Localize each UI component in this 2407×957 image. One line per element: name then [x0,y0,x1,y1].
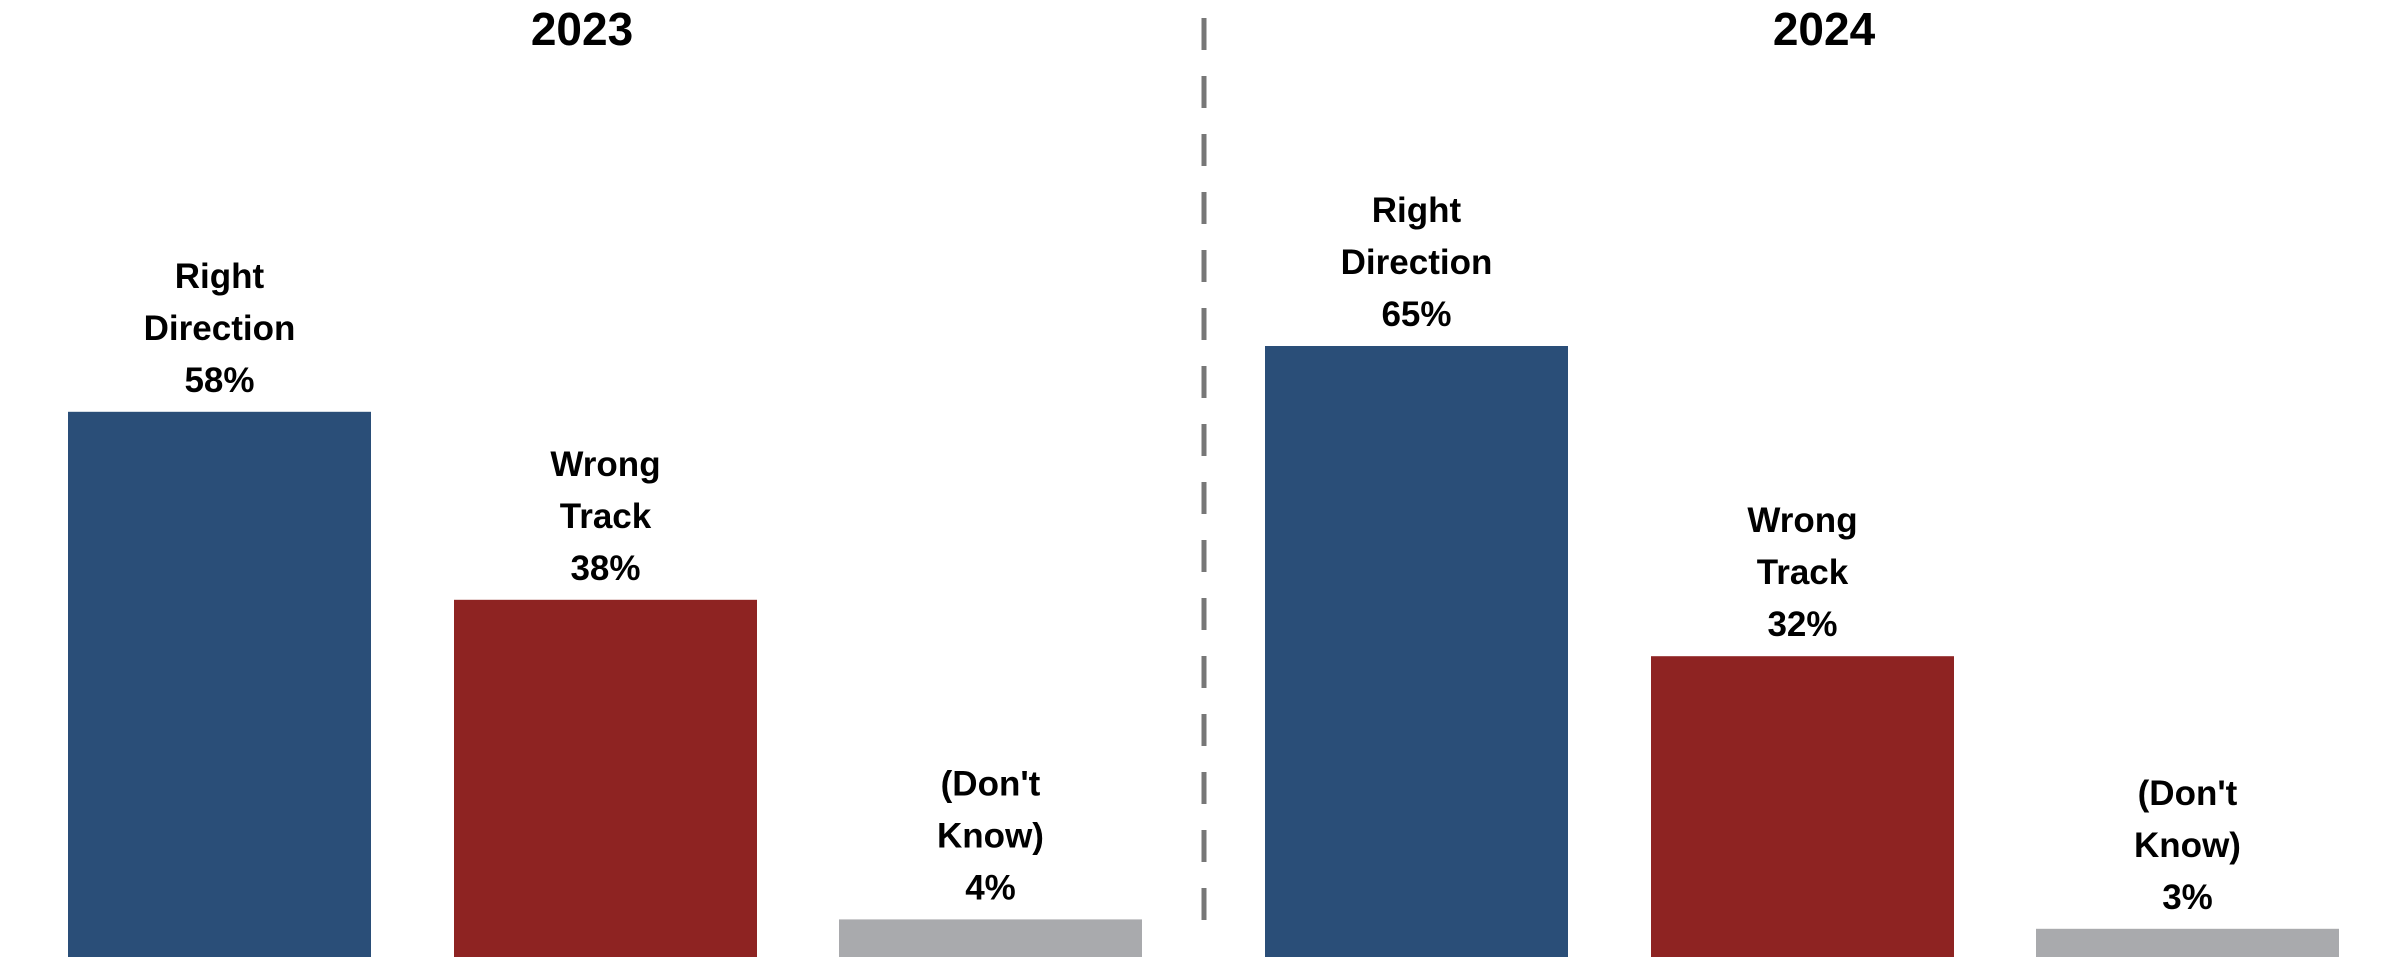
category-label-2023-right-direction: Right [175,257,265,296]
value-label-2024-don-t-know: 3% [2162,878,2213,917]
category-label-2024-don-t-know: Know) [2134,826,2241,865]
value-label-2024-wrong-track: 32% [1767,605,1837,644]
bar-2023-wrong-track [454,599,757,957]
category-label-2023-wrong-track: Wrong [550,445,660,484]
panel-title-2023: 2023 [531,3,633,55]
value-label-2023-right-direction: 58% [184,361,254,400]
category-label-2023-don-t-know: Know) [937,816,1044,855]
category-label-2024-right-direction: Right [1372,191,1462,230]
value-label-2023-don-t-know: 4% [965,868,1016,907]
bar-2023-don-t-know [839,919,1142,957]
category-label-2023-right-direction: Direction [144,309,296,348]
bar-2023-right-direction [68,411,371,957]
category-label-2024-wrong-track: Track [1757,553,1849,592]
value-label-2023-wrong-track: 38% [570,549,640,588]
bar-2024-right-direction [1265,346,1568,957]
bar-2024-wrong-track [1651,656,1954,957]
category-label-2023-don-t-know: (Don't [941,764,1041,803]
bar-group: Right Direction 58% Wrong Track 38% (Don't Know… [68,191,2339,957]
category-label-2024-wrong-track: Wrong [1747,501,1857,540]
category-label-2023-wrong-track: Track [560,497,652,536]
bar-2024-don-t-know [2036,928,2339,957]
value-label-2024-right-direction: 65% [1381,295,1451,334]
panel-title-2024: 2024 [1773,3,1876,55]
category-label-2024-don-t-know: (Don't [2138,774,2238,813]
category-label-2024-right-direction: Direction [1341,243,1493,282]
